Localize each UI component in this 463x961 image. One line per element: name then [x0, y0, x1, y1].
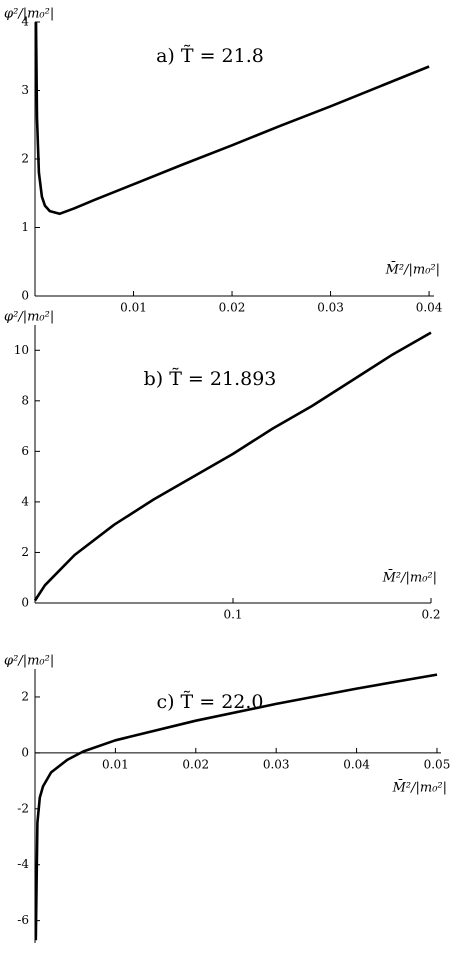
x-tick-label: 0.02 — [182, 757, 209, 771]
y-tick-label: 2 — [21, 689, 29, 703]
chart-title: c) T̃ = 22.0 — [156, 691, 263, 713]
y-tick-label: 4 — [21, 15, 29, 29]
y-tick-label: -6 — [17, 913, 29, 927]
y-tick-label: 6 — [21, 444, 29, 458]
x-tick-label: 0.01 — [120, 301, 147, 315]
y-tick-label: 4 — [21, 494, 29, 508]
y-tick-label: 2 — [21, 152, 29, 166]
x-tick-label: 0.02 — [219, 301, 246, 315]
y-tick-label: 0 — [21, 745, 29, 759]
x-tick-label: 0.01 — [102, 757, 129, 771]
y-tick-label: 0 — [21, 596, 29, 610]
x-tick-label: 0.1 — [223, 608, 242, 622]
x-tick-label: 0.04 — [343, 757, 370, 771]
chart-title: b) T̃ = 21.893 — [144, 368, 277, 390]
x-tick-label: 0.05 — [424, 757, 451, 771]
y-tick-label: 3 — [21, 83, 29, 97]
x-tick-label: 0.03 — [263, 757, 290, 771]
y-axis-label: φ²/|m₀²| — [4, 654, 54, 669]
chart-title: a) T̃ = 21.8 — [156, 45, 264, 67]
x-tick-label: 0.2 — [421, 608, 440, 622]
x-axis-label: M̄²/|m₀²| — [382, 569, 437, 585]
x-tick-label: 0.03 — [317, 301, 344, 315]
y-tick-label: 2 — [21, 545, 29, 559]
y-tick-label: -4 — [17, 857, 29, 871]
y-axis-label: φ²/|m₀²| — [4, 310, 54, 325]
x-axis-label: M̄²/|m₀²| — [385, 261, 440, 277]
y-tick-label: 1 — [21, 220, 29, 234]
data-line — [33, 331, 432, 602]
x-tick-label: 0.04 — [416, 301, 443, 315]
y-tick-label: 8 — [21, 393, 29, 407]
y-tick-label: 0 — [21, 289, 29, 303]
data-line — [34, 21, 430, 216]
y-tick-label: 10 — [14, 343, 29, 357]
y-axis-label: φ²/|m₀²| — [4, 7, 54, 22]
data-line — [34, 673, 438, 941]
x-axis-label: M̄²/|m₀²| — [392, 779, 447, 795]
y-tick-label: -2 — [17, 801, 29, 815]
